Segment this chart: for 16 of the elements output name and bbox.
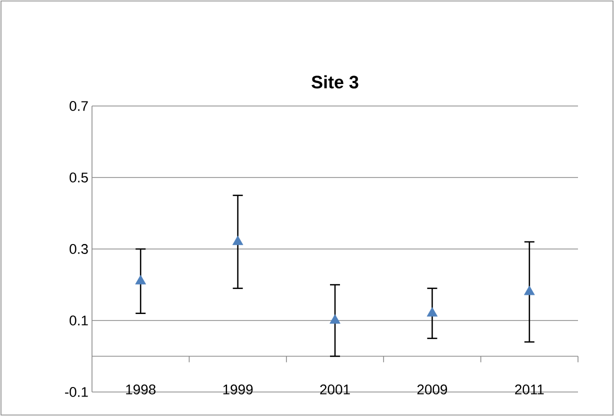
y-tick-label: 0.1 <box>70 316 88 326</box>
x-tick-label: 2001 <box>320 384 350 394</box>
y-tick-label: 0.5 <box>70 172 88 182</box>
point <box>135 274 146 284</box>
point <box>232 236 244 246</box>
x-tick-label: 1998 <box>126 384 156 394</box>
x-tick-label: 2009 <box>417 384 448 394</box>
x-tick-label: 2011 <box>515 384 544 394</box>
x-tick-label: 1999 <box>223 384 253 394</box>
chart-title: Site 3 <box>312 75 358 89</box>
point <box>426 307 438 317</box>
y-tick-label: 0.3 <box>70 244 88 254</box>
point <box>330 314 340 324</box>
y-tick-label: 0.7 <box>70 101 88 111</box>
point <box>524 286 535 296</box>
y-tick-label: -0.1 <box>65 387 88 397</box>
